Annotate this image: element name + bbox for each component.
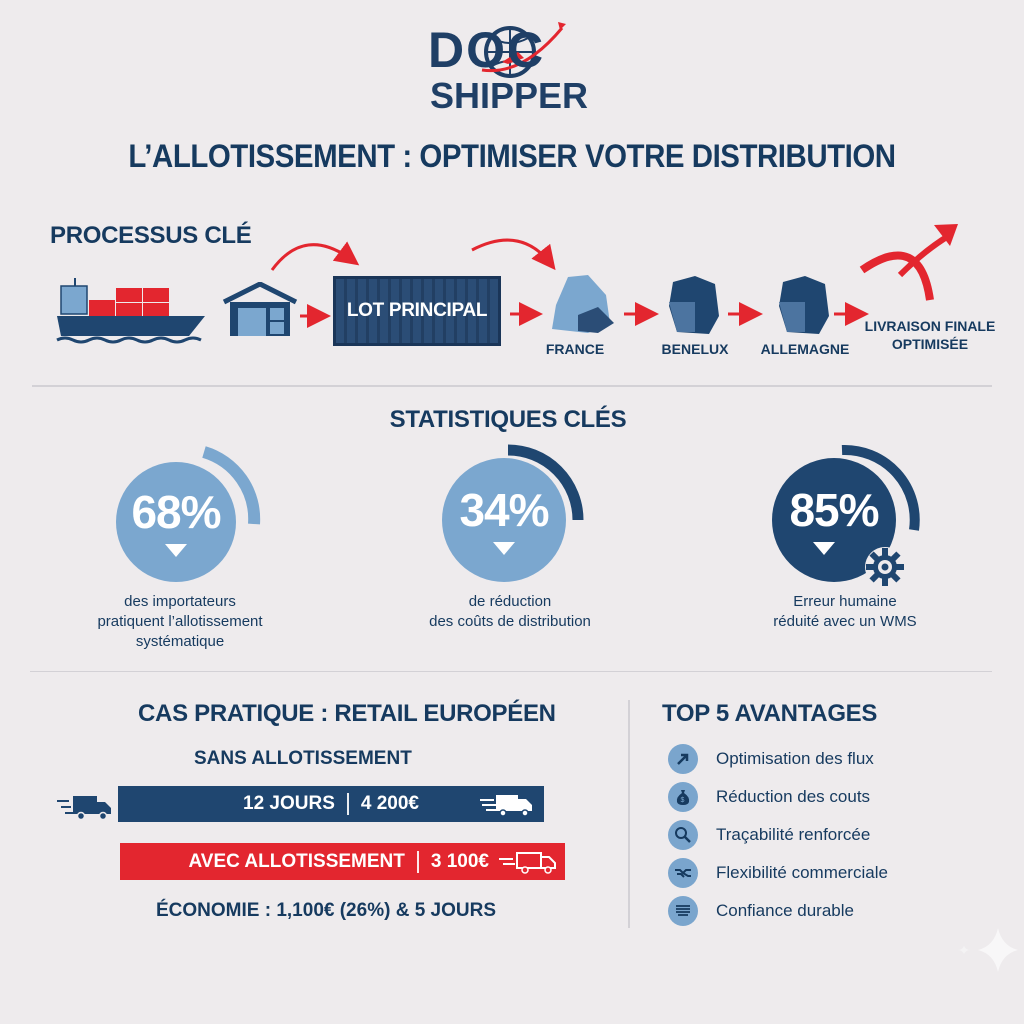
logo-doc-text: DOC bbox=[428, 22, 546, 78]
stat-desc-line: de réduction bbox=[468, 593, 552, 610]
globe-plane-icon bbox=[481, 22, 566, 78]
arrow-down-icon bbox=[493, 541, 515, 555]
stat-desc-line: Erreur humaine bbox=[793, 593, 897, 610]
without-cost: 4 200€ bbox=[360, 793, 419, 814]
benelux-map-icon bbox=[669, 276, 719, 334]
advantages-heading: TOP 5 AVANTAGES bbox=[662, 700, 878, 727]
stat-value: 34% bbox=[459, 483, 549, 536]
page-title: L’ALLOTISSEMENT : OPTIMISER VOTRE DISTRI… bbox=[128, 138, 896, 174]
advantage-item: Optimisation des flux bbox=[668, 740, 988, 778]
with-label: AVEC ALLOTISSEMENT bbox=[188, 850, 405, 872]
lot-principal-container: LOT PRINCIPAL bbox=[333, 276, 501, 346]
stat-arc-85 bbox=[841, 444, 920, 531]
handshake-icon bbox=[668, 858, 698, 888]
advantage-label: Optimisation des flux bbox=[716, 749, 874, 768]
stat-circle-34: 34% bbox=[442, 458, 566, 582]
fast-truck-icon bbox=[57, 796, 111, 820]
economy-summary: ÉCONOMIE : 1,100€ (26%) & 5 JOURS bbox=[156, 900, 496, 921]
magnifier-icon bbox=[668, 820, 698, 850]
stat-desc-line: des coûts de distribution bbox=[429, 613, 591, 630]
svg-text:$: $ bbox=[681, 797, 685, 804]
divider bbox=[32, 385, 992, 387]
arrow-up-right-icon bbox=[668, 744, 698, 774]
cargo-ship-icon bbox=[56, 278, 205, 344]
stat-value: 68% bbox=[131, 485, 221, 538]
stat-desc-85: Erreur humaine réduité avec un WMS bbox=[735, 592, 955, 632]
step-benelux-label: BENELUX bbox=[661, 341, 729, 357]
france-map-icon bbox=[552, 275, 614, 333]
stat-value: 85% bbox=[789, 483, 879, 536]
advantage-label: Flexibilité commerciale bbox=[716, 863, 888, 882]
warehouse-icon bbox=[222, 282, 298, 336]
stat-desc-line: des importateurs bbox=[124, 593, 236, 610]
stat-circle-68: 68% bbox=[116, 462, 236, 582]
advantage-item: Traçabilité renforcée bbox=[668, 816, 988, 854]
fast-truck-icon bbox=[499, 852, 556, 874]
divider-vertical bbox=[628, 700, 630, 928]
money-bag-icon: $ bbox=[668, 782, 698, 812]
stat-arc-34 bbox=[507, 444, 584, 521]
case-heading: CAS PRATIQUE : RETAIL EUROPÉEN bbox=[138, 700, 556, 727]
bar-separator bbox=[346, 793, 349, 815]
bar-separator bbox=[416, 850, 419, 873]
stat-desc-line: réduité avec un WMS bbox=[773, 613, 917, 630]
stat-circle-85: 85% bbox=[772, 458, 896, 582]
arrow-down-icon bbox=[813, 541, 835, 555]
advantage-item: $ Réduction des couts bbox=[668, 778, 988, 816]
with-allotment-bar: AVEC ALLOTISSEMENT 3 100€ bbox=[120, 843, 565, 880]
without-days: 12 JOURS bbox=[243, 793, 335, 814]
process-heading: PROCESSUS CLÉ bbox=[50, 222, 252, 249]
shield-icon bbox=[668, 896, 698, 926]
advantage-label: Réduction des couts bbox=[716, 787, 871, 806]
without-allotment-bar: 12 JOURS 4 200€ bbox=[118, 786, 544, 822]
fast-truck-icon bbox=[480, 795, 532, 817]
germany-map-icon bbox=[779, 276, 829, 334]
stat-desc-68: des importateurs pratiquent l’allotissem… bbox=[70, 592, 290, 652]
final-delivery-line2: OPTIMISÉE bbox=[891, 336, 969, 352]
stat-desc-line: pratiquent l’allotissement bbox=[97, 613, 263, 630]
arrow-down-icon bbox=[165, 543, 187, 557]
advantages-list: Optimisation des flux $ Réduction des co… bbox=[668, 740, 988, 930]
step-allemagne-label: ALLEMAGNE bbox=[760, 341, 850, 357]
without-allotment-label: SANS ALLOTISSEMENT bbox=[194, 748, 412, 769]
step-france-label: FRANCE bbox=[545, 341, 605, 357]
advantage-label: Traçabilité renforcée bbox=[716, 825, 871, 844]
stat-arc-68 bbox=[202, 446, 261, 525]
divider bbox=[30, 671, 992, 672]
advantage-label: Confiance durable bbox=[716, 901, 854, 920]
docshipper-logo: DOC SHIPPER bbox=[420, 18, 600, 118]
gear-icon bbox=[865, 547, 905, 587]
final-delivery-label: LIVRAISON FINALE OPTIMISÉE bbox=[860, 317, 1000, 353]
advantage-item: Confiance durable bbox=[668, 892, 988, 930]
final-delivery-line1: LIVRAISON FINALE bbox=[864, 318, 996, 334]
stat-desc-34: de réduction des coûts de distribution bbox=[400, 592, 620, 632]
sparkle-icon bbox=[958, 928, 1018, 972]
logo-shipper-text: SHIPPER bbox=[430, 75, 589, 116]
lot-principal-label: LOT PRINCIPAL bbox=[346, 300, 488, 321]
advantage-item: Flexibilité commerciale bbox=[668, 854, 988, 892]
with-cost: 3 100€ bbox=[430, 850, 489, 872]
stat-desc-line: systématique bbox=[135, 633, 225, 650]
stats-heading: STATISTIQUES CLÉS bbox=[389, 406, 627, 433]
process-arrows bbox=[270, 224, 958, 328]
